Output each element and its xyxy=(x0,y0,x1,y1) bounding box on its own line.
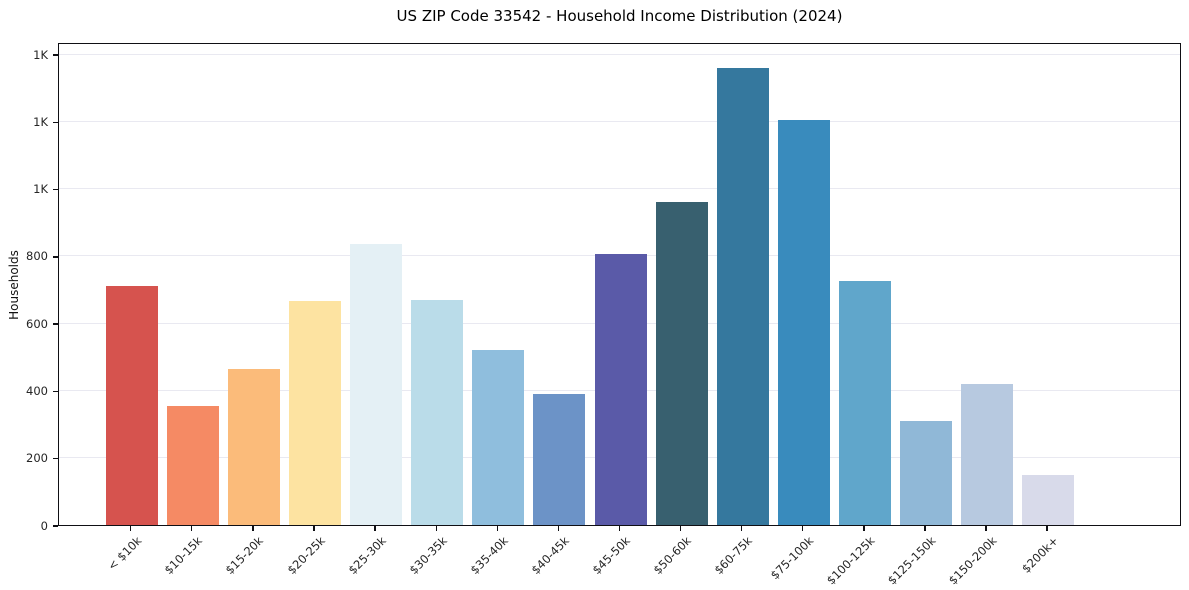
x-tick-label: < $10k xyxy=(104,533,145,574)
y-tick-mark xyxy=(53,525,58,527)
x-tick-label: $60-75k xyxy=(711,533,756,578)
x-tick-label: $100-125k xyxy=(823,533,878,588)
x-tick-label: $200k+ xyxy=(1018,533,1061,576)
chart-title: US ZIP Code 33542 - Household Income Dis… xyxy=(396,7,843,25)
x-tick-mark xyxy=(252,526,254,531)
x-tick-mark xyxy=(740,526,743,531)
bar xyxy=(961,383,1014,525)
x-tick-mark xyxy=(496,526,498,531)
x-tick-mark xyxy=(435,526,437,531)
x-tick-mark xyxy=(374,526,376,531)
x-tick-label: $20-25k xyxy=(284,533,328,578)
bar xyxy=(838,281,891,525)
bar xyxy=(899,420,952,525)
plot-area xyxy=(58,43,1181,526)
y-tick-mark xyxy=(53,54,58,56)
x-tick-mark xyxy=(924,526,926,531)
x-tick-label: $10-15k xyxy=(161,533,206,578)
x-tick-mark xyxy=(1046,526,1048,531)
y-tick-label: 1K xyxy=(33,182,48,197)
x-tick-mark xyxy=(679,526,682,531)
gridline xyxy=(59,120,1180,122)
x-tick-mark xyxy=(191,526,193,531)
y-tick-label: 600 xyxy=(26,316,48,331)
bar xyxy=(105,286,158,525)
y-tick-label: 400 xyxy=(26,383,48,398)
x-tick-label: $35-40k xyxy=(467,533,511,578)
bar xyxy=(1022,474,1075,525)
x-tick-mark xyxy=(802,526,804,531)
y-tick-mark xyxy=(53,390,58,393)
y-tick-label: 1K xyxy=(33,47,48,62)
x-tick-label: $40-45k xyxy=(528,533,572,578)
y-tick-mark xyxy=(53,458,58,460)
x-tick-mark xyxy=(130,526,132,531)
y-tick-label: 200 xyxy=(26,451,48,466)
bar xyxy=(777,119,830,525)
bar xyxy=(289,301,341,525)
x-tick-mark xyxy=(313,526,315,531)
bar xyxy=(227,368,280,525)
x-tick-label: $75-100k xyxy=(767,533,817,583)
bar xyxy=(533,393,586,525)
y-tick-mark xyxy=(53,188,58,191)
x-tick-mark xyxy=(985,526,987,531)
y-tick-label: 0 xyxy=(40,518,48,533)
x-tick-label: $25-30k xyxy=(345,533,389,578)
y-tick-mark xyxy=(53,323,58,325)
y-tick-label: 800 xyxy=(26,249,48,264)
x-tick-label: $150-200k xyxy=(945,533,1000,588)
bar xyxy=(166,405,219,525)
x-tick-mark xyxy=(618,526,621,531)
x-tick-label: $45-50k xyxy=(589,533,633,578)
y-tick-label: 1K xyxy=(33,114,48,129)
x-tick-label: $50-60k xyxy=(650,533,695,578)
bar xyxy=(411,299,464,525)
x-tick-mark xyxy=(557,526,560,531)
gridline xyxy=(59,188,1180,190)
x-tick-label: $30-35k xyxy=(406,533,450,578)
bar xyxy=(594,254,647,525)
bar xyxy=(655,202,708,525)
bar xyxy=(472,350,525,525)
x-tick-mark xyxy=(863,526,865,531)
bar xyxy=(716,67,769,525)
y-tick-mark xyxy=(53,256,58,258)
x-tick-label: $15-20k xyxy=(222,533,267,578)
bar xyxy=(350,244,403,525)
gridline xyxy=(59,53,1180,55)
y-tick-mark xyxy=(53,121,58,124)
x-tick-label: $125-150k xyxy=(884,533,939,588)
